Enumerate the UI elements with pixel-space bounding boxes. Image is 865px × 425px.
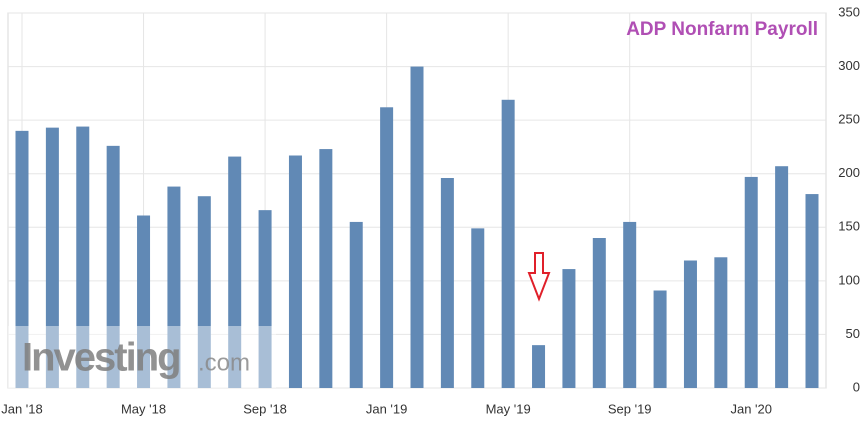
y-tick-label: 0 [853,379,860,394]
y-tick-label: 300 [838,58,860,73]
bar [319,149,333,388]
watermark-suffix: .com [198,349,250,376]
y-tick-label: 100 [838,272,860,287]
y-tick-label: 200 [838,165,860,180]
bar [714,257,728,388]
y-tick-label: 50 [846,326,860,341]
bar [137,215,151,388]
y-tick-label: 150 [838,219,860,234]
watermark-brand: Investing [22,336,180,380]
arrow-annotation [527,252,551,302]
bar [562,269,576,388]
bar [197,196,211,388]
bar [805,194,819,388]
bar [106,145,120,388]
bar [167,186,181,388]
bar [349,221,363,388]
x-tick-label: Jan '20 [730,401,772,416]
x-tick-label: May '19 [486,401,531,416]
bar [501,99,515,389]
x-tick-label: Sep '19 [608,401,652,416]
bar [532,345,546,388]
y-tick-label: 350 [838,4,860,19]
x-tick-label: Sep '18 [243,401,287,416]
bar [380,107,394,389]
bar [623,221,637,388]
bar [775,166,789,388]
bar [440,178,454,388]
bar [45,127,59,389]
bar [471,228,485,388]
bar [228,156,242,388]
bar [15,130,29,388]
bar [76,126,90,389]
y-tick-label: 250 [838,112,860,127]
bar [288,155,302,388]
x-tick-label: Jan '18 [1,401,43,416]
bar [410,66,424,389]
chart-title: ADP Nonfarm Payroll [626,19,818,40]
bar [683,260,697,388]
bar [744,176,758,388]
x-tick-label: May '18 [121,401,166,416]
bar [258,210,272,388]
bar [653,290,667,388]
x-tick-label: Jan '19 [366,401,408,416]
watermark-band [8,326,276,388]
bar [592,238,606,388]
